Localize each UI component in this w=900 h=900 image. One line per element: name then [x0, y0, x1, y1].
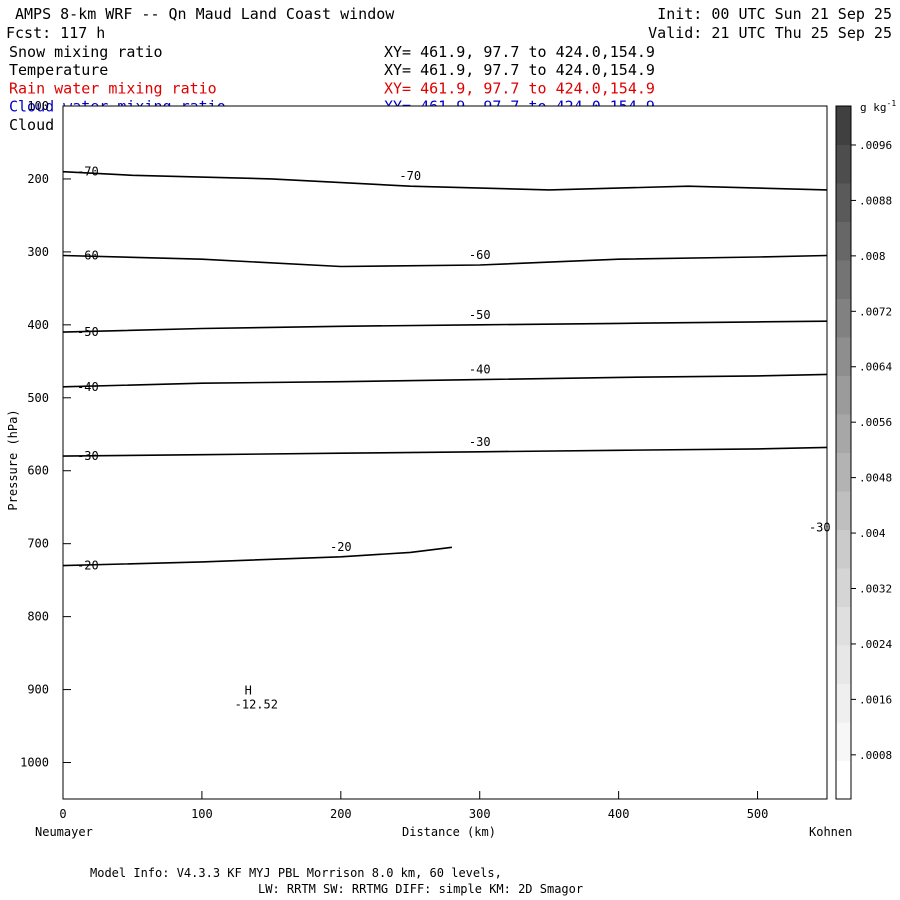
axis-ticks: 0 100 200 300 400 500 100 200 300 400 500 600 700 800…	[20, 99, 768, 821]
x-tick-label: 500	[747, 807, 769, 821]
high-marker-value: -12.52	[235, 698, 278, 712]
colorbar-cell	[836, 760, 851, 800]
isotherm-label: -60	[77, 249, 99, 263]
colorbar-tick-label: .008	[859, 250, 886, 263]
y-tick-label: 500	[27, 391, 49, 405]
y-tick-label: 1000	[20, 756, 49, 770]
colorbar-cell	[836, 337, 851, 376]
isotherm-line	[62, 546, 452, 567]
x-tick-label: 400	[608, 807, 630, 821]
isotherm-label: -30	[469, 435, 491, 449]
variable-section: XY= 461.9, 97.7 to 424.0,154.9	[384, 61, 655, 79]
isotherm-label: -20	[77, 559, 99, 573]
y-tick-label: 800	[27, 610, 49, 624]
colorbar-cell	[836, 260, 851, 299]
colorbar: .0008 .0016 .0024 .0032 .004 .0048 .0056 .0064.…	[835, 99, 896, 800]
colorbar-tick-label: .0032	[859, 583, 892, 596]
colorbar-cell	[836, 645, 851, 684]
colorbar-cell	[836, 722, 851, 761]
isotherm-label: -40	[469, 363, 491, 377]
y-tick-label: 400	[27, 318, 49, 332]
isotherm-label: -60	[469, 248, 491, 262]
variable-section: XY= 461.9, 97.7 to 424.0,154.9	[384, 79, 655, 97]
colorbar-cell	[836, 144, 851, 184]
colorbar-tick-label: .004	[859, 527, 886, 540]
isotherm-line	[62, 170, 828, 191]
valid-time: Valid: 21 UTC Thu 25 Sep 25	[648, 24, 892, 42]
colorbar-tick-label: .0024	[859, 638, 892, 651]
x-tick-label: 100	[191, 807, 213, 821]
variable-section: XY= 461.9, 97.7 to 424.0,154.9	[384, 43, 655, 61]
colorbar-cell	[836, 452, 851, 492]
isotherm-line	[62, 373, 828, 388]
colorbar-tick-label: .0048	[859, 472, 892, 485]
contour-lines: -70 -70 -60 -60 -50 -50 -40 -40 -30 -30 -20 -20 -30 H…	[62, 165, 831, 712]
isotherm-label: -30	[809, 521, 831, 535]
x-right-station: Kohnen	[809, 825, 852, 839]
physics-info: LW: RRTM SW: RRTMG DIFF: simple KM: 2D S…	[258, 882, 583, 896]
colorbar-tick-label: .0088	[859, 194, 892, 207]
colorbar-cell	[836, 106, 851, 145]
variable-name: Temperature	[9, 61, 108, 79]
colorbar-tick-label: .0056	[859, 416, 892, 429]
colorbar-cell	[836, 375, 851, 415]
colorbar-unit: g kg-1	[860, 99, 896, 114]
colorbar-cell	[836, 221, 851, 261]
colorbar-tick-label: .0064	[859, 361, 892, 374]
isotherm-label: -70	[399, 169, 421, 183]
colorbar-frame	[835, 105, 852, 800]
init-time: Init: 00 UTC Sun 21 Sep 25	[657, 5, 892, 23]
colorbar-tick-label: .0072	[859, 305, 892, 318]
isotherm-label: -30	[77, 449, 99, 463]
isotherm-label: -20	[330, 540, 352, 554]
colorbar-cell	[836, 183, 851, 222]
isotherm-line	[62, 446, 828, 457]
forecast-hour: Fcst: 117 h	[6, 24, 105, 42]
colorbar-cell	[836, 298, 851, 338]
x-tick-label: 300	[469, 807, 491, 821]
isotherm-line	[62, 320, 828, 333]
chart-title: AMPS 8-km WRF -- Qn Maud Land Coast wind…	[15, 5, 395, 23]
y-tick-label: 300	[27, 245, 49, 259]
colorbar-tick-label: .0008	[859, 749, 892, 762]
variable-name: Snow mixing ratio	[9, 43, 163, 61]
isotherm-label: -50	[469, 308, 491, 322]
x-tick-label: 0	[59, 807, 66, 821]
colorbar-cell	[836, 529, 851, 569]
x-left-station: Neumayer	[35, 825, 93, 839]
model-info: Model Info: V4.3.3 KF MYJ PBL Morrison 8…	[90, 866, 502, 880]
y-tick-label: 100	[27, 99, 49, 113]
colorbar-cell	[836, 414, 851, 453]
colorbar-cell	[836, 683, 851, 723]
y-tick-label: 700	[27, 537, 49, 551]
colorbar-tick-label: .0016	[859, 693, 892, 706]
y-tick-label: 600	[27, 464, 49, 478]
colorbar-cell	[836, 491, 851, 530]
plot-area: 0 100 200 300 400 500 100 200 300 400 500 600 700 800…	[20, 99, 831, 821]
colorbar-cell	[836, 606, 851, 646]
colorbar-cell	[836, 568, 851, 607]
x-axis-label: Distance (km)	[402, 825, 496, 839]
y-tick-label: 200	[27, 172, 49, 186]
isotherm-line	[62, 254, 828, 268]
x-tick-label: 200	[330, 807, 352, 821]
isotherm-label: -50	[77, 325, 99, 339]
variable-name: Rain water mixing ratio	[9, 79, 217, 97]
colorbar-tick-label: .0096	[859, 139, 892, 152]
y-axis-label: Pressure (hPa)	[6, 409, 20, 510]
isotherm-label: -40	[77, 380, 99, 394]
high-marker-label: H	[245, 684, 252, 698]
y-tick-label: 900	[27, 683, 49, 697]
isotherm-label: -70	[77, 165, 99, 179]
